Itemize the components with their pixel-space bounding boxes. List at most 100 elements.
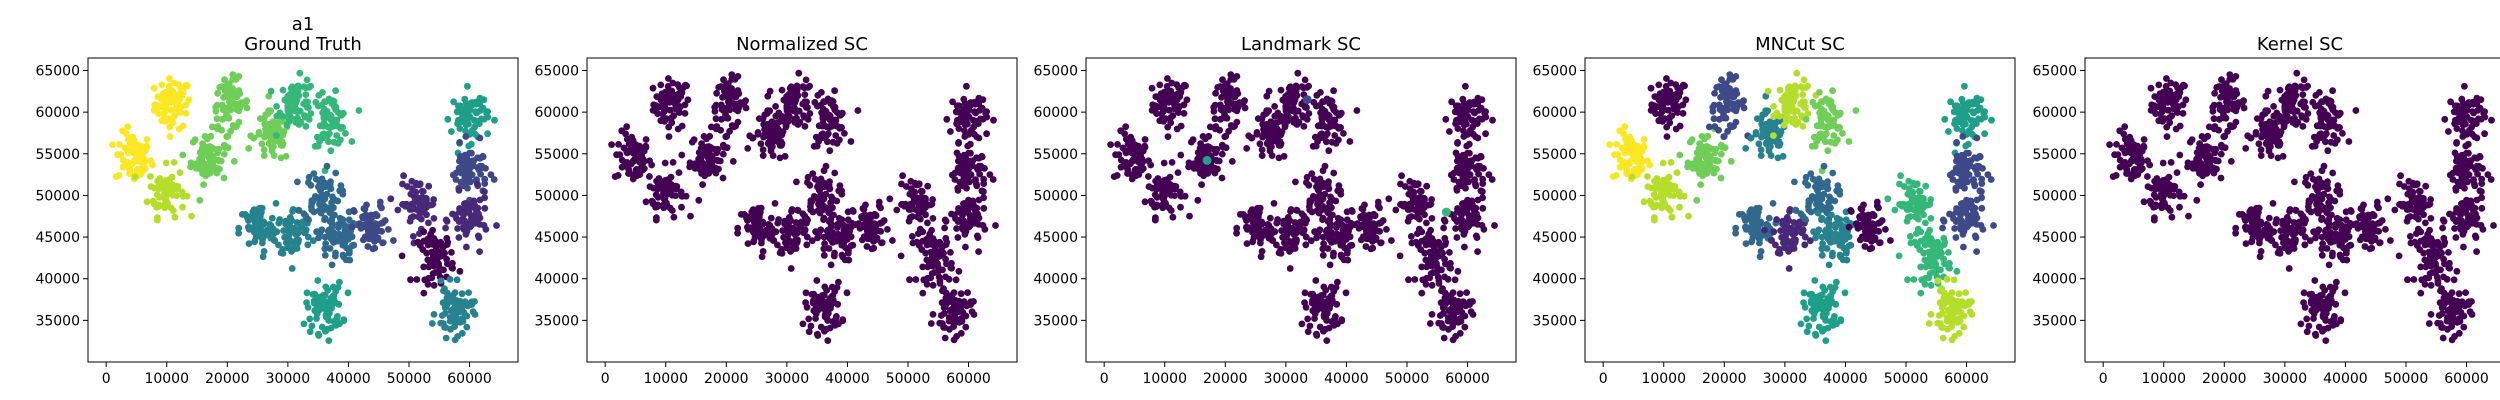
scatter-point [1801,241,1809,249]
scatter-point [221,76,228,84]
scatter-point [761,111,769,119]
scatter-point [1732,229,1739,237]
scatter-point [678,193,686,200]
scatter-point [1337,216,1345,224]
scatter-point [877,204,884,212]
scatter-point [387,195,395,203]
scatter-point [1435,277,1443,285]
scatter-point [755,115,763,122]
scatter-point [456,139,463,146]
scatter-point [371,238,378,245]
scatter-point [332,169,340,177]
scatter-point [800,229,808,237]
scatter-point [332,87,339,95]
scatter-point-outlier [1302,95,1312,105]
y-tick-label: 50000 [534,188,579,204]
x-tick-label: 60000 [946,371,991,387]
scatter-point [830,211,837,219]
scatter-point [744,240,752,248]
scatter-point [1225,127,1232,135]
scatter-point [122,159,130,167]
scatter-point [705,170,713,177]
scatter-point [1459,95,1467,103]
scatter-point [1319,214,1327,222]
scatter-point [1126,141,1133,149]
scatter-point [476,134,484,142]
scatter-point [977,162,985,170]
scatter-point [322,327,329,335]
scatter-point [1279,96,1287,104]
scatter-point [1429,242,1437,250]
scatter-point [1268,143,1275,151]
scatter-point [315,234,322,242]
scatter-point [305,173,313,181]
scatter-point [1212,149,1220,157]
scatter-point [1767,152,1775,160]
scatter-point [273,228,281,236]
scatter-point [220,150,228,158]
scatter-point [1132,166,1139,173]
scatter-point [1441,294,1449,302]
scatter-point [350,207,358,214]
scatter-point [471,130,479,138]
scatter-point [1799,91,1807,98]
scatter-point [730,123,738,131]
scatter-point [1141,136,1149,143]
scatter-point [1313,183,1320,191]
scatter-point [1338,253,1346,261]
y-tick-label: 50000 [1033,188,1078,204]
scatter-point [1469,298,1476,305]
scatter-point [1676,151,1684,159]
scatter-point [1348,241,1356,249]
scatter-point [868,245,876,253]
scatter-point [1418,289,1426,297]
scatter-point [623,123,631,131]
scatter-point [1320,303,1328,311]
scatter-point [1303,173,1311,181]
scatter-point [1383,226,1390,233]
scatter-point [1231,105,1238,113]
scatter-point [1636,161,1644,169]
scatter-point [1175,84,1182,92]
scatter-point [1201,148,1209,156]
scatter-points [608,69,999,344]
scatter-point [835,278,842,286]
scatter-point [359,236,367,244]
scatter-point [955,205,962,212]
scatter-point [826,185,834,193]
scatter-point [761,125,768,133]
scatter-point [1787,87,1795,95]
scatter-point [321,183,329,191]
scatter-point [162,90,170,98]
scatter-point [465,142,473,150]
scatter-point [179,203,186,211]
scatter-point [454,102,462,110]
scatter-point [444,115,452,123]
scatter-point [817,175,825,183]
scatter-point [329,293,336,301]
scatter-point [330,318,338,325]
scatter-point [1456,329,1464,337]
scatter-point [795,107,803,115]
scatter-point [363,216,371,224]
y-tick-label: 55000 [534,147,579,163]
scatter-point [1755,140,1763,148]
scatter-point [860,205,868,213]
scatter-point [1216,101,1224,109]
scatter-point [1711,123,1719,130]
scatter-point [924,274,931,282]
scatter-point [960,95,968,103]
scatter-point [1446,128,1453,135]
scatter-point [305,83,313,91]
y-tick-label: 40000 [35,272,80,288]
scatter-point [795,69,803,77]
scatter-point [292,94,300,101]
scatter-point [1183,96,1191,104]
scatter-point [1275,154,1283,162]
scatter-point [1258,146,1266,154]
scatter-point [430,311,438,318]
scatter-point [1459,106,1467,114]
scatter-point [1407,233,1415,240]
scatter-point [233,105,240,113]
scatter-point [448,249,455,256]
